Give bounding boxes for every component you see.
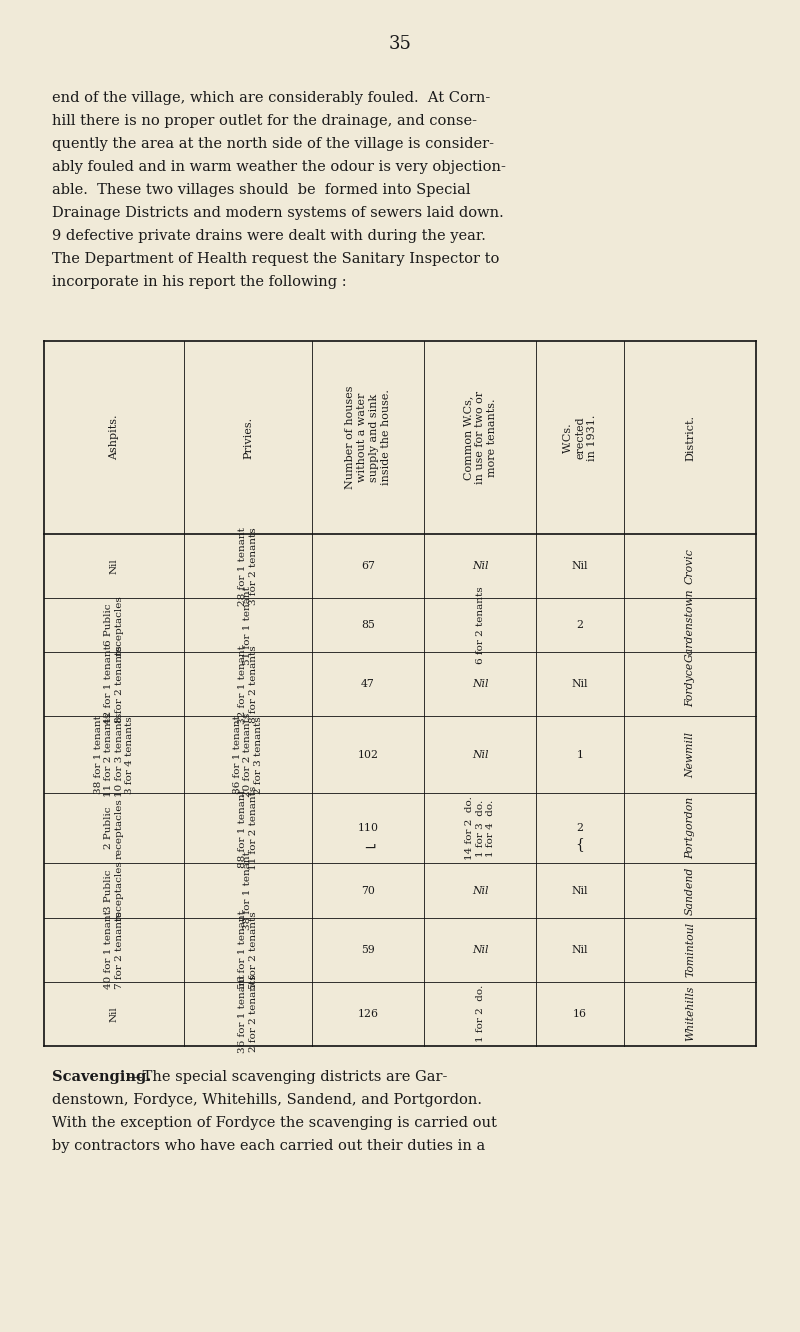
- Text: denstown, Fordyce, Whitehills, Sandend, and Portgordon.: denstown, Fordyce, Whitehills, Sandend, …: [52, 1092, 482, 1107]
- Text: 35: 35: [389, 35, 411, 53]
- Text: ably fouled and in warm weather the odour is very objection-: ably fouled and in warm weather the odou…: [52, 160, 506, 173]
- Text: 3 Public
receptacles: 3 Public receptacles: [104, 860, 124, 920]
- Text: Sandend: Sandend: [685, 866, 695, 915]
- Text: Nil: Nil: [572, 944, 588, 955]
- Text: quently the area at the north side of the village is consider-: quently the area at the north side of th…: [52, 137, 494, 151]
- Text: 56 for 1 tenant
5 for 2 tenants: 56 for 1 tenant 5 for 2 tenants: [238, 910, 258, 990]
- Text: 47: 47: [361, 679, 375, 690]
- Text: 1: 1: [577, 750, 583, 759]
- Text: 6 Public
receptacles: 6 Public receptacles: [104, 595, 124, 655]
- Text: 38 for 1 tenant: 38 for 1 tenant: [243, 851, 253, 930]
- Text: Privies.: Privies.: [243, 417, 253, 458]
- Text: Gardenstown: Gardenstown: [685, 589, 695, 662]
- Text: Nil: Nil: [472, 561, 488, 571]
- Text: 1 for 2  do.: 1 for 2 do.: [475, 986, 485, 1042]
- Text: 14 for 2  do.
1 for 3  do.
1 for 4  do.: 14 for 2 do. 1 for 3 do. 1 for 4 do.: [465, 797, 495, 860]
- Text: 102: 102: [358, 750, 378, 759]
- Text: end of the village, which are considerably fouled.  At Corn-: end of the village, which are considerab…: [52, 91, 490, 105]
- Text: Nil: Nil: [572, 679, 588, 690]
- Text: Whitehills: Whitehills: [685, 986, 695, 1042]
- Text: Nil: Nil: [110, 558, 118, 574]
- Text: Nil: Nil: [572, 886, 588, 895]
- Text: {: {: [575, 836, 585, 851]
- Text: by contractors who have each carried out their duties in a: by contractors who have each carried out…: [52, 1139, 486, 1152]
- Text: 2 Public
receptacles: 2 Public receptacles: [104, 798, 124, 859]
- Text: Ashpits.: Ashpits.: [109, 414, 119, 461]
- Text: incorporate in his report the following :: incorporate in his report the following …: [52, 274, 346, 289]
- Text: The Department of Health request the Sanitary Inspector to: The Department of Health request the San…: [52, 252, 499, 266]
- Text: 86 for 1 tenant
20 for 2 tenants
2 for 3 tenants: 86 for 1 tenant 20 for 2 tenants 2 for 3…: [233, 713, 263, 797]
- Text: Tomintoul: Tomintoul: [685, 922, 695, 978]
- Text: —The special scavenging districts are Gar-: —The special scavenging districts are Ga…: [128, 1070, 447, 1084]
- Text: Nil: Nil: [572, 561, 588, 571]
- Text: Nil: Nil: [472, 750, 488, 759]
- Text: Nil: Nil: [110, 1006, 118, 1022]
- Text: W.Cs.
erected
in 1931.: W.Cs. erected in 1931.: [563, 414, 597, 461]
- Text: Common W.Cs,
in use for two or
more tenants.: Common W.Cs, in use for two or more tena…: [463, 392, 497, 484]
- Text: Number of houses
without a water
supply and sink
inside the house.: Number of houses without a water supply …: [345, 386, 391, 489]
- Text: Newmill: Newmill: [685, 731, 695, 778]
- Text: 16: 16: [573, 1008, 587, 1019]
- Text: 51 for 1 tenant: 51 for 1 tenant: [243, 586, 253, 665]
- Text: 6 for 2 tenants: 6 for 2 tenants: [475, 586, 485, 665]
- Text: 28 for 1 tenant
3 for 2 tenants: 28 for 1 tenant 3 for 2 tenants: [238, 526, 258, 606]
- Text: 32 for 1 tenant
8 for 2 tenants: 32 for 1 tenant 8 for 2 tenants: [238, 645, 258, 723]
- Text: Portgordon: Portgordon: [685, 797, 695, 859]
- Text: 88 for 1 tenant
11 for 2 tenants: 88 for 1 tenant 11 for 2 tenants: [238, 786, 258, 870]
- Text: 9 defective private drains were dealt with during the year.: 9 defective private drains were dealt wi…: [52, 229, 486, 242]
- Text: 59: 59: [361, 944, 375, 955]
- Text: 42 for 1 tenant
8 for 2 tenants: 42 for 1 tenant 8 for 2 tenants: [104, 645, 124, 723]
- Text: 2: 2: [577, 621, 583, 630]
- Text: hill there is no proper outlet for the drainage, and conse-: hill there is no proper outlet for the d…: [52, 113, 477, 128]
- Text: 70: 70: [361, 886, 375, 895]
- Text: able.  These two villages should  be  formed into Special: able. These two villages should be forme…: [52, 182, 470, 197]
- Text: With the exception of Fordyce the scavenging is carried out: With the exception of Fordyce the scaven…: [52, 1116, 497, 1130]
- Text: Scavenging.: Scavenging.: [52, 1070, 151, 1084]
- Text: Nil: Nil: [472, 944, 488, 955]
- Text: 67: 67: [361, 561, 375, 571]
- Text: 40 for 1 tenant
7 for 2 tenants: 40 for 1 tenant 7 for 2 tenants: [104, 910, 124, 990]
- Text: ⌐: ⌐: [362, 836, 374, 851]
- Text: 38 for 1 tenant
11 for 2 tenants
10 for 3 tenants
3 for 4 tenants: 38 for 1 tenant 11 for 2 tenants 10 for …: [94, 713, 134, 797]
- Text: Nil: Nil: [472, 679, 488, 690]
- Text: 85: 85: [361, 621, 375, 630]
- Text: Fordyce: Fordyce: [685, 662, 695, 706]
- Text: 110: 110: [358, 823, 378, 834]
- Text: District.: District.: [685, 414, 695, 461]
- Text: Nil: Nil: [472, 886, 488, 895]
- Text: Drainage Districts and modern systems of sewers laid down.: Drainage Districts and modern systems of…: [52, 206, 504, 220]
- Text: 36 for 1 tenant
2 for 2 tenants: 36 for 1 tenant 2 for 2 tenants: [238, 974, 258, 1054]
- Text: 2: 2: [577, 823, 583, 834]
- Text: Crovic: Crovic: [685, 549, 695, 583]
- Text: 126: 126: [358, 1008, 378, 1019]
